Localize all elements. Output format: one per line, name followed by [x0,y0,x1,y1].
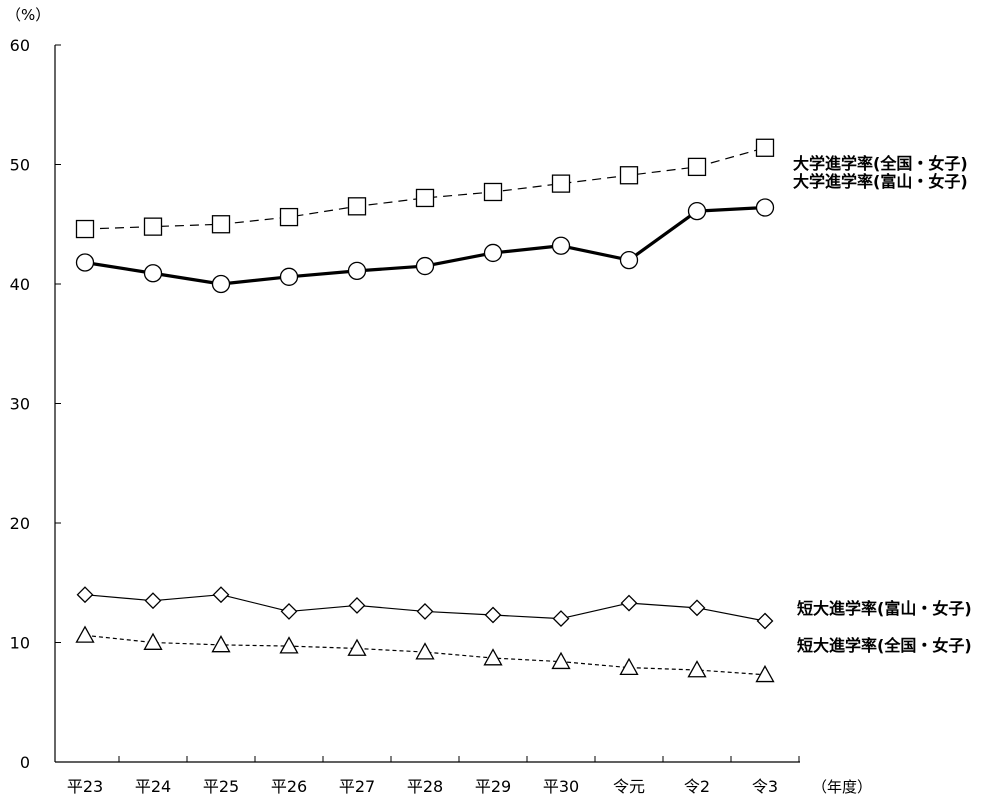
data-point-square [551,174,571,193]
data-point-diamond [144,592,162,610]
series-layer [75,138,775,683]
data-point-triangle [755,664,775,683]
y-tick-label: 30 [10,395,30,414]
series-line [84,634,766,676]
data-point-square [75,219,95,239]
y-tick-label: 20 [10,514,30,533]
data-point-diamond [688,599,706,617]
y-tick-label: 10 [10,634,30,653]
data-point-circle [279,267,299,286]
y-tick-label: 0 [20,753,30,772]
data-point-triangle [211,635,231,653]
x-tick-label: 平27 [339,777,375,796]
legend-label-series-2: 大学進学率(富山・女子) [793,172,968,191]
legend-label-series-1: 大学進学率(全国・女子) [793,154,968,173]
series-3 [76,586,774,630]
data-point-circle [143,264,163,283]
data-point-diamond [756,612,774,630]
data-point-triangle [483,648,503,666]
x-tick-label: 平29 [475,777,511,796]
data-point-circle [551,236,571,255]
data-point-triangle [415,642,435,660]
x-tick-label: 平28 [407,777,443,796]
data-point-triangle [687,660,707,678]
data-point-circle [211,274,231,294]
data-point-diamond [484,606,502,624]
data-point-diamond [280,603,298,620]
series-line [84,147,766,230]
legend: 大学進学率(全国・女子)大学進学率(富山・女子) 短大進学率(富山・女子) 短大進学… [793,154,972,655]
y-tick-label: 60 [10,36,30,55]
data-point-circle [687,201,707,221]
series-4 [75,625,775,683]
data-point-circle [347,261,367,281]
legend-label-series-4: 短大進学率(全国・女子) [797,636,972,655]
data-point-square [619,166,639,185]
data-point-diamond [212,586,230,604]
data-point-diamond [348,597,366,614]
data-point-circle [415,256,435,276]
x-tick-label: 令元 [613,777,645,796]
data-point-circle [755,198,775,217]
series-1 [75,138,775,239]
data-point-triangle [143,632,163,650]
data-point-square [483,182,503,202]
data-point-square [687,157,707,177]
y-ticks: 0 10 20 30 40 50 60 [10,36,61,772]
data-point-diamond [76,586,94,604]
data-point-triangle [347,638,367,656]
data-point-circle [483,243,503,263]
series-2 [75,198,775,294]
y-tick-label: 40 [10,275,30,294]
x-tick-label: 平23 [67,777,103,796]
x-tick-label: 平30 [543,777,579,796]
data-point-diamond [620,594,638,612]
data-point-square [755,138,775,157]
data-point-triangle [279,636,299,654]
data-point-diamond [416,603,434,620]
legend-label-series-3: 短大進学率(富山・女子) [797,599,972,618]
data-point-square [279,207,299,227]
data-point-triangle [551,651,571,670]
y-unit-label: （%） [6,6,50,24]
data-point-circle [619,250,639,270]
x-tick-label: 平24 [135,777,171,796]
data-point-triangle [75,625,95,643]
data-point-circle [75,253,95,272]
x-unit-label: （年度） [812,778,872,796]
x-tick-label: 令2 [684,777,710,796]
data-point-diamond [552,610,570,628]
x-tick-label: 平26 [271,777,307,796]
y-tick-label: 50 [10,156,30,175]
data-point-square [143,217,163,236]
data-point-square [347,197,367,216]
x-tick-label: 令3 [752,777,778,796]
x-ticks: 平23 平24 平25 平26 平27 平28 平29 平30 令元 令2 令3 [67,756,800,796]
data-point-square [415,188,435,208]
data-point-square [211,215,231,234]
x-tick-label: 平25 [203,777,239,796]
data-point-triangle [619,657,639,676]
